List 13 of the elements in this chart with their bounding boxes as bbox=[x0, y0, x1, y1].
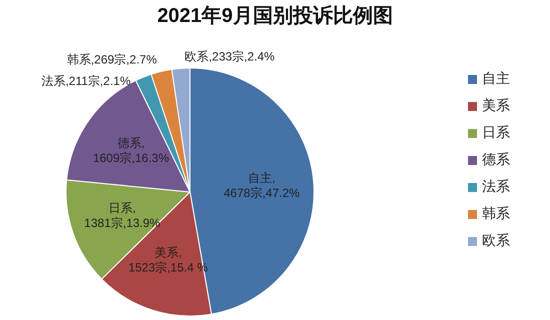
data-label: 自主,4678宗,47.2% bbox=[224, 170, 300, 200]
legend-label: 欧系 bbox=[482, 232, 510, 250]
legend-label: 美系 bbox=[482, 97, 510, 115]
data-label: 韩系,269宗,2.7% bbox=[66, 52, 158, 66]
data-label: 德系,1609宗,16.3% bbox=[92, 136, 170, 165]
legend-label: 德系 bbox=[482, 151, 510, 169]
legend-label: 韩系 bbox=[482, 205, 510, 223]
legend-label: 法系 bbox=[482, 178, 510, 196]
data-label: 欧系,233宗,2.4% bbox=[184, 49, 276, 64]
chart-title: 2021年9月国别投诉比例图 bbox=[157, 4, 393, 27]
data-label: 法系,211宗,2.1% bbox=[41, 74, 131, 88]
legend-label: 日系 bbox=[482, 124, 510, 142]
legend-label: 自主 bbox=[482, 70, 510, 88]
